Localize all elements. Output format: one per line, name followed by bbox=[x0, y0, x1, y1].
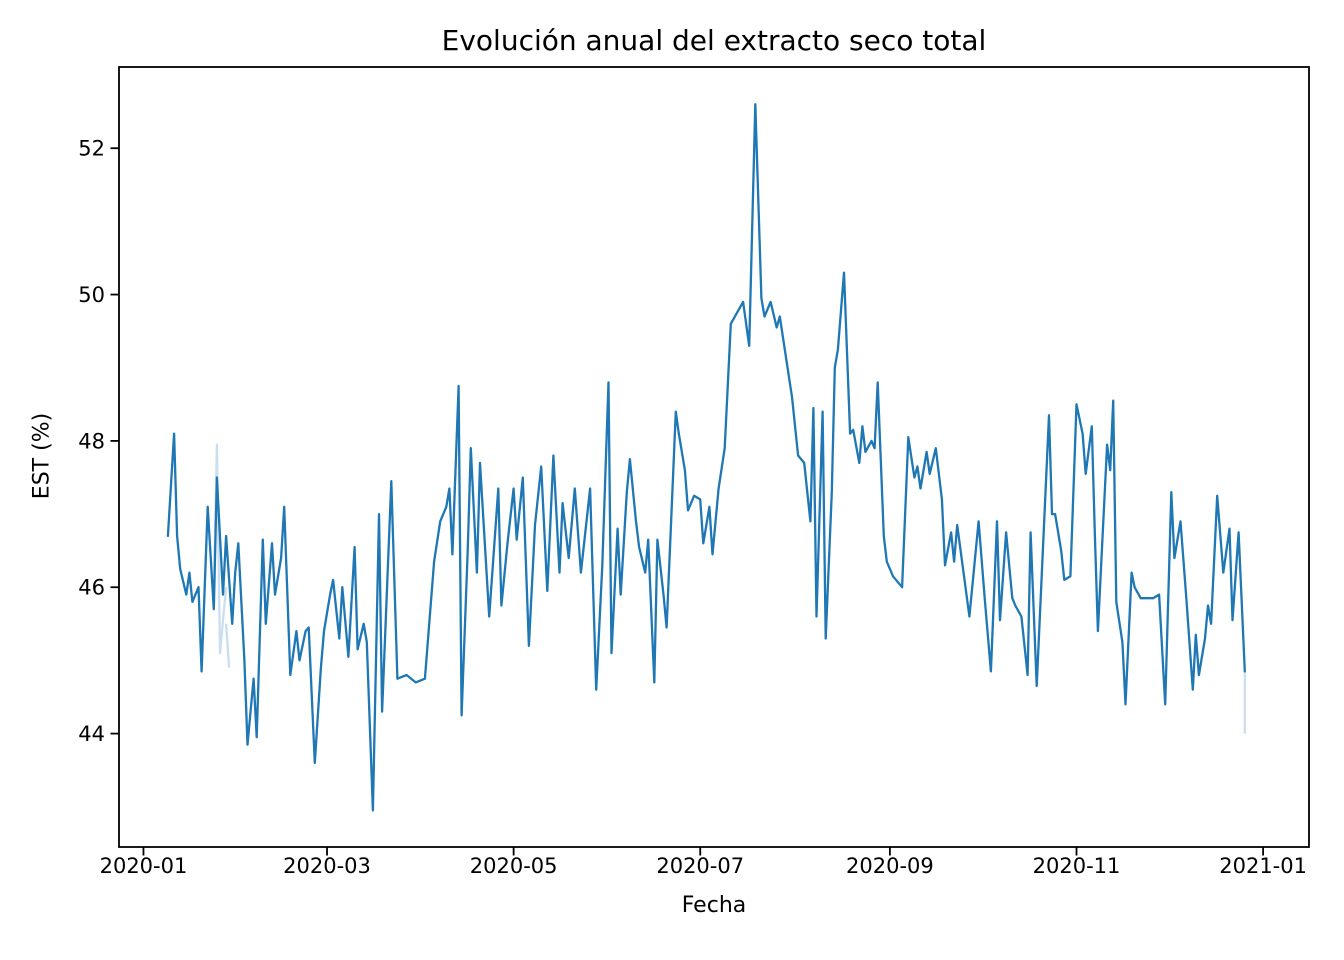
y-tick-label: 44 bbox=[78, 722, 105, 746]
faint-series-line bbox=[224, 623, 231, 668]
chart-title: Evolución anual del extracto seco total bbox=[441, 24, 987, 57]
y-tick-label: 46 bbox=[78, 576, 105, 600]
x-tick-label: 2020-05 bbox=[470, 854, 558, 878]
series-line bbox=[166, 103, 1246, 812]
x-tick-label: 2020-07 bbox=[656, 854, 744, 878]
x-axis-label: Fecha bbox=[681, 893, 747, 918]
x-tick-label: 2020-03 bbox=[283, 854, 371, 878]
y-axis-label: EST (%) bbox=[29, 412, 55, 500]
x-tick-label: 2020-09 bbox=[846, 854, 934, 878]
x-tick-label: 2020-11 bbox=[1033, 854, 1121, 878]
axes-frame bbox=[118, 66, 1310, 848]
x-tick-label: 2020-01 bbox=[100, 854, 188, 878]
y-tick-label: 50 bbox=[78, 283, 105, 307]
y-tick-label: 48 bbox=[78, 429, 105, 453]
y-tick-label: 52 bbox=[78, 137, 105, 161]
x-tick-label: 2021-01 bbox=[1219, 854, 1307, 878]
